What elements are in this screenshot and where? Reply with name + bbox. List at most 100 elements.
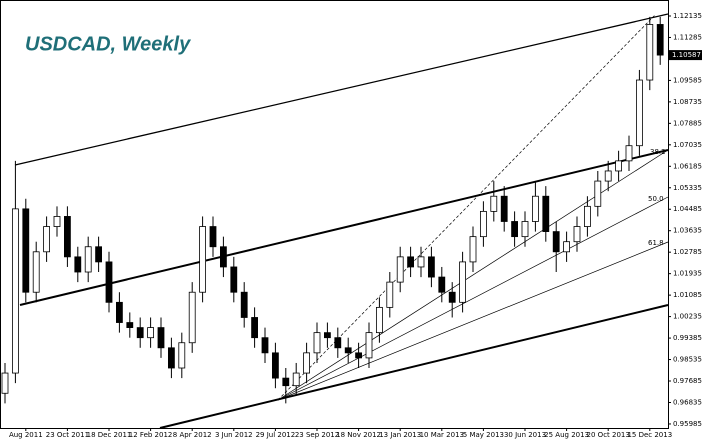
channel-top [14,13,669,166]
candle-body [64,216,71,258]
candle-body [136,327,144,339]
candle-body [625,145,633,162]
candle-body [469,236,477,263]
candle-body [1,372,9,394]
candle-body [396,256,404,283]
candle-body [407,256,415,268]
candle-body [344,347,352,354]
candle-body [261,337,269,354]
candle-body [126,322,134,328]
candle-body [573,226,581,243]
candle-body [511,221,519,238]
y-tick-label: 1.01085 [673,291,702,299]
y-tick-label: 1.08735 [673,98,702,106]
candle-body [11,208,19,374]
candle-body [552,231,560,253]
y-tick-label: 0.97685 [673,377,702,385]
channel-middle [19,149,669,306]
y-tick-label: 1.03635 [673,227,702,235]
candle-body [646,24,654,81]
candle-body [604,170,612,182]
candle-body [323,332,331,339]
y-tick-label: 1.09585 [673,76,702,84]
fib-label: 61.8 [648,239,664,247]
x-tick-label: 15 Dec 2013 [627,431,672,439]
candle-body [251,317,259,339]
candle-body [427,256,435,278]
x-tick-label: 30 Jun 2013 [504,431,546,439]
candle-body [656,24,664,56]
candle-body [188,291,196,344]
candle-body [532,195,539,222]
x-tick-label: 18 Dec 2011 [87,431,132,439]
candle-body [438,276,446,293]
x-tick-label: 10 Mar 2013 [420,431,464,439]
fan-line [277,149,669,401]
fan-line [277,196,669,401]
candle-body [167,347,175,369]
fib-label: 50.0 [648,195,664,203]
candle-body [84,246,92,273]
channel-bottom [159,304,669,429]
candle-body [490,195,498,212]
candle-body [417,256,425,268]
candle-body [521,221,529,238]
candle-body [500,195,508,222]
y-tick-label: 0.98535 [673,356,702,364]
x-tick-label: 8 Apr 2012 [173,431,212,439]
y-tick-label: 1.01935 [673,270,702,278]
candle-body [584,205,591,227]
y-tick-label: 1.05335 [673,184,702,192]
candle-body [459,261,467,303]
fan-line [277,241,669,401]
y-tick-label: 1.11285 [673,33,702,41]
x-tick-label: 23 Sep 2012 [295,431,339,439]
candle-body [116,301,123,323]
candle-body [594,180,602,207]
y-tick-label: 1.07885 [673,119,702,127]
candle-body [615,160,622,172]
candle-body [313,332,321,354]
x-tick-label: 23 Oct 2011 [46,431,89,439]
candle-body [74,256,82,273]
y-tick-label: 1.12135 [673,12,702,20]
candle-body [365,332,373,359]
candle-body [375,306,383,334]
candle-body [479,210,487,238]
current-price-label: 1.10587 [672,51,701,59]
candle-body [282,377,290,387]
x-tick-label: Aug 2011 [9,431,43,439]
candle-body [105,261,113,303]
x-tick-label: 20 Oct 2013 [587,431,630,439]
x-tick-label: 5 May 2013 [463,431,504,439]
candle-body [355,352,363,359]
candle-body [448,291,456,303]
candle-body [240,291,248,318]
current-price-box [669,50,702,61]
candle-body [563,241,570,253]
candle-body [22,208,30,293]
candle-body [53,216,61,227]
candle-body [386,281,394,308]
plot-area [0,0,669,429]
y-tick-label: 1.07035 [673,141,702,149]
candle-body [334,337,342,349]
x-tick-label: 3 Jun 2012 [215,431,253,439]
candle-body [303,352,311,374]
candle-body [95,246,102,263]
x-tick-label: 12 Feb 2012 [129,431,173,439]
candle-body [199,226,207,293]
candle-body [147,327,155,339]
y-tick-label: 1.02785 [673,248,702,256]
candle-body [178,342,186,369]
y-tick-label: 1.06185 [673,162,702,170]
y-tick-label: 0.95985 [673,420,702,428]
x-tick-label: 29 Jul 2012 [256,431,296,439]
candle-body [209,226,217,248]
candle-body [219,246,227,268]
x-tick-label: 25 Aug 2013 [544,431,589,439]
candle-body [43,226,50,253]
y-tick-label: 1.04485 [673,205,702,213]
chart-title: USDCAD, Weekly [25,33,191,55]
